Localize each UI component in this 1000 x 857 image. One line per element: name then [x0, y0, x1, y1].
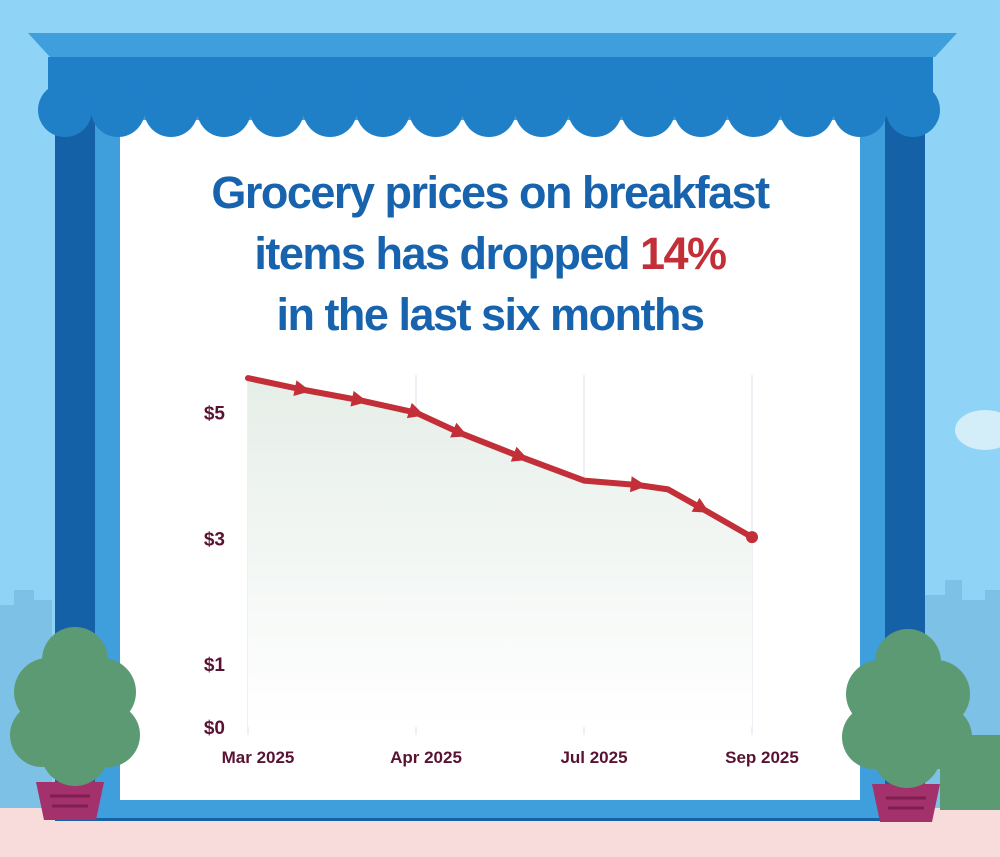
x-tick-label: Mar 2025: [222, 748, 295, 767]
awning-scallop: [886, 83, 940, 137]
awning-scallop: [91, 83, 145, 137]
awning-scallop: [621, 83, 675, 137]
series-point-marker: [350, 390, 368, 407]
y-tick-label: $0: [204, 718, 225, 739]
headline-line-1: Grocery prices on breakfast: [211, 167, 770, 218]
y-tick-label: $1: [204, 655, 226, 676]
awning-scallop: [197, 83, 251, 137]
awning-scallop: [303, 83, 357, 137]
awning-scallop: [674, 83, 728, 137]
awning-scallops: [38, 83, 940, 137]
plant-pot-left: [36, 782, 104, 820]
awning-scallop: [409, 83, 463, 137]
awning-scallop: [356, 83, 410, 137]
series-point-marker: [691, 497, 710, 513]
chart-area: [248, 378, 752, 727]
awning-scallop: [38, 83, 92, 137]
series-point-marker: [293, 380, 311, 396]
awning-scallop: [780, 83, 834, 137]
shrub-right: [842, 629, 972, 822]
series-point-marker: [450, 422, 468, 438]
headline-line-3: in the last six months: [276, 289, 705, 340]
awning-scallop: [144, 83, 198, 137]
awning-scallop: [833, 83, 887, 137]
x-axis-ticks: Mar 2025 Apr 2025 Jul 2025 Sep 2025: [222, 748, 799, 767]
awning-scallop: [727, 83, 781, 137]
y-tick-label: $3: [204, 529, 225, 550]
awning-top: [28, 33, 957, 57]
awning-scallop: [462, 83, 516, 137]
headline-line-2-text: items has dropped: [254, 228, 640, 279]
plant-pot-right: [872, 784, 940, 822]
series-point-marker: [406, 402, 425, 419]
awning-scallop: [515, 83, 569, 137]
series-area-fill: [248, 378, 752, 727]
series-point-marker: [630, 476, 647, 493]
chart-series: [245, 375, 758, 544]
x-tick-label: Apr 2025: [390, 748, 462, 767]
y-axis-ticks: $0 $1 $3 $5: [204, 404, 226, 739]
awning-scallop: [250, 83, 304, 137]
cloud: [955, 410, 1000, 450]
x-tick-label: Sep 2025: [725, 748, 799, 767]
headline-highlight-percent: 14%: [640, 228, 727, 279]
shrub-left: [10, 627, 140, 820]
awning-scallop: [568, 83, 622, 137]
series-end-point: [746, 531, 758, 544]
y-tick-label: $5: [204, 404, 226, 425]
series-point-marker: [510, 446, 529, 462]
headline-line-2: items has dropped 14%: [140, 223, 840, 284]
headline: Grocery prices on breakfast items has dr…: [140, 162, 840, 345]
x-tick-label: Jul 2025: [560, 748, 627, 767]
